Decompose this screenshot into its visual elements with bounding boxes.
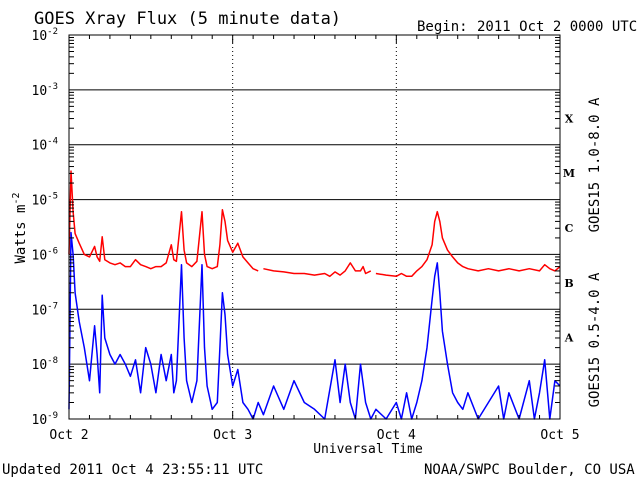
plot-frame — [68, 34, 561, 420]
flare-class-M: M — [563, 167, 575, 180]
y-tick-label-1: 10-8 — [32, 356, 59, 373]
begin-value: 2011 Oct 2 0000 UTC — [477, 19, 637, 35]
x-axis-title: Universal Time — [313, 442, 423, 457]
x-tick-label-2: Oct 4 — [377, 428, 416, 443]
flare-class-labels: X M C B A — [563, 112, 575, 344]
legend-series-long: GOES15 1.0-8.0 A — [587, 97, 603, 232]
y-tick-label-5: 10-4 — [32, 137, 59, 154]
legend-series-short: GOES15 0.5-4.0 A — [587, 272, 603, 407]
y-tick-label-0: 10-9 — [32, 411, 59, 428]
series-0-segment-1 — [263, 262, 372, 278]
updated-timestamp: Updated 2011 Oct 4 23:55:11 UTC — [2, 462, 263, 478]
x-tick-label-0: Oct 2 — [49, 428, 88, 443]
grid-lines — [69, 34, 560, 420]
begin-label: Begin: — [417, 19, 468, 35]
y-tick-label-4: 10-5 — [32, 192, 59, 209]
x-tick-label-1: Oct 3 — [213, 428, 252, 443]
series-lines — [68, 170, 561, 420]
y-tick-label-2: 10-7 — [32, 301, 59, 318]
y-tick-label-3: 10-6 — [32, 246, 59, 263]
x-axis: Oct 2 Oct 3 Oct 4 Oct 5 — [49, 35, 580, 443]
flare-class-B: B — [564, 277, 573, 290]
y-axis-title: Watts m-2 — [11, 192, 29, 263]
x-tick-label-3: Oct 5 — [540, 428, 579, 443]
series-0-segment-0 — [68, 170, 259, 272]
flare-class-X: X — [565, 112, 574, 125]
y-tick-label-6: 10-3 — [32, 82, 59, 99]
y-axis: 10-9 10-8 10-7 10-6 10-5 10-4 10-3 10-2 — [32, 27, 560, 428]
series-1-segment-0 — [68, 231, 561, 420]
y-tick-label-7: 10-2 — [32, 27, 59, 44]
flare-class-C: C — [565, 222, 574, 235]
chart-title: GOES Xray Flux (5 minute data) — [34, 9, 341, 29]
credit-text: NOAA/SWPC Boulder, CO USA — [424, 462, 635, 478]
y-axis-title-exp: -2 — [11, 192, 22, 204]
y-axis-title-base: Watts m — [13, 205, 29, 264]
series-0-segment-2 — [375, 210, 561, 278]
flare-class-A: A — [564, 332, 574, 345]
